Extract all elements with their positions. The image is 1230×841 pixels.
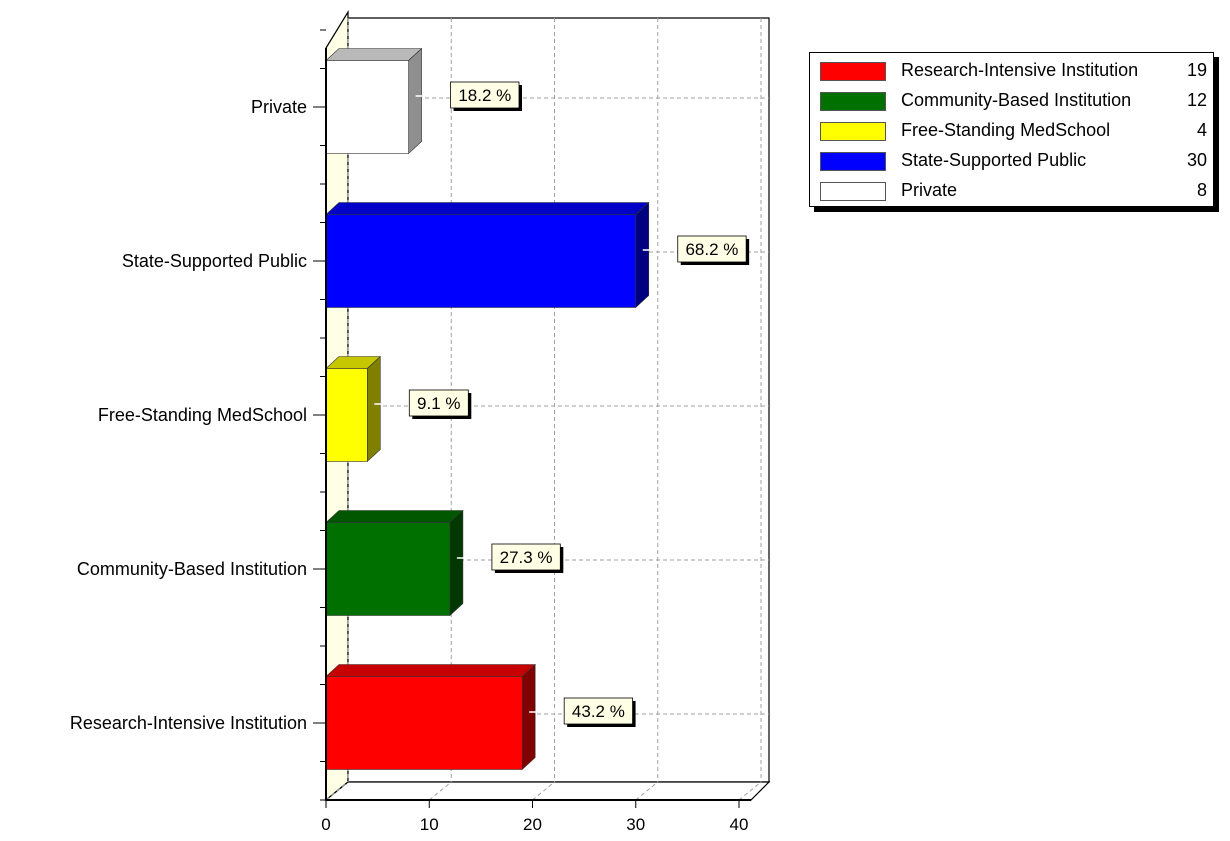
floor [324, 781, 771, 801]
grid-line-floor-2 [532, 781, 555, 801]
legend-item: Private 8 [810, 177, 1213, 207]
bar-free-standing-medschool [325, 355, 382, 463]
category-label-4: Private [251, 97, 307, 117]
legend-item: State-Supported Public 30 [810, 147, 1213, 177]
grid-line-floor-1 [428, 781, 452, 801]
bar-research-intensive-institution [325, 663, 536, 771]
bar-side-face [366, 355, 381, 463]
data-label-3: 68.2 % [685, 240, 738, 259]
bar-side-face [449, 509, 464, 617]
x-tick-label-3: 30 [626, 815, 645, 834]
grid-line-floor-3 [635, 781, 659, 801]
bar-side-face [521, 663, 536, 771]
legend-label: State-Supported Public [901, 150, 1087, 170]
bar-front-face [325, 368, 368, 462]
category-label-1: Community-Based Institution [77, 559, 307, 579]
label-box [563, 697, 633, 725]
legend-swatch [820, 122, 886, 141]
bar-private [325, 47, 423, 155]
legend-label: Research-Intensive Institution [901, 60, 1139, 80]
label-box [408, 389, 469, 417]
legend-swatch [820, 182, 886, 201]
bar-front-face [325, 60, 409, 154]
legend-label: Private [901, 180, 958, 200]
data-label-1: 27.3 % [500, 548, 553, 567]
bar-top-face [325, 664, 536, 677]
legend-item: Community-Based Institution 12 [810, 87, 1213, 117]
legend: Research-Intensive Institution 19 Communit… [809, 52, 1214, 207]
legend-item: Research-Intensive Institution 19 [810, 57, 1213, 87]
bar-top-face [325, 510, 464, 523]
legend-item: Free-Standing MedSchool 4 [810, 117, 1213, 147]
grid-line-floor-0 [325, 781, 349, 801]
label-box [491, 543, 561, 571]
x-tick-label-2: 20 [523, 815, 542, 834]
bar-community-based-institution [325, 509, 464, 617]
x-tick-label-0: 0 [321, 815, 330, 834]
legend-value: 8 [1196, 180, 1207, 200]
category-label-0: Research-Intensive Institution [70, 713, 307, 733]
legend-value: 12 [1186, 90, 1207, 110]
legend-value: 19 [1186, 60, 1207, 80]
bar-top-face [325, 48, 423, 61]
legend-value: 4 [1196, 120, 1207, 140]
legend-label: Free-Standing MedSchool [901, 120, 1111, 140]
data-label-2: 9.1 % [417, 394, 460, 413]
legend-swatch [820, 152, 886, 171]
legend-value: 30 [1186, 150, 1207, 170]
axes: Research-Intensive Institution Community-… [70, 29, 751, 834]
bar-front-face [325, 522, 451, 616]
bars [325, 47, 650, 771]
legend-swatch [820, 92, 886, 111]
bar-state-supported-public [325, 201, 650, 309]
label-box [677, 235, 747, 263]
bar-side-face [635, 201, 650, 309]
data-labels: 43.2 % 27.3 % 9.1 % 68.2 % 18.2 % [374, 81, 750, 727]
category-label-3: State-Supported Public [122, 251, 307, 271]
legend-label: Community-Based Institution [901, 90, 1132, 110]
bar-front-face [325, 214, 637, 308]
bar-front-face [325, 676, 523, 770]
bar-side-face [408, 47, 422, 155]
legend-swatch [820, 62, 886, 81]
x-tick-label-4: 40 [730, 815, 749, 834]
data-label-0: 43.2 % [572, 702, 625, 721]
category-label-2: Free-Standing MedSchool [98, 405, 307, 425]
bar-top-face [325, 202, 650, 215]
label-box [450, 81, 520, 109]
x-tick-label-1: 10 [420, 815, 439, 834]
grid-line-floor-4 [738, 781, 762, 801]
data-label-4: 18.2 % [458, 86, 511, 105]
